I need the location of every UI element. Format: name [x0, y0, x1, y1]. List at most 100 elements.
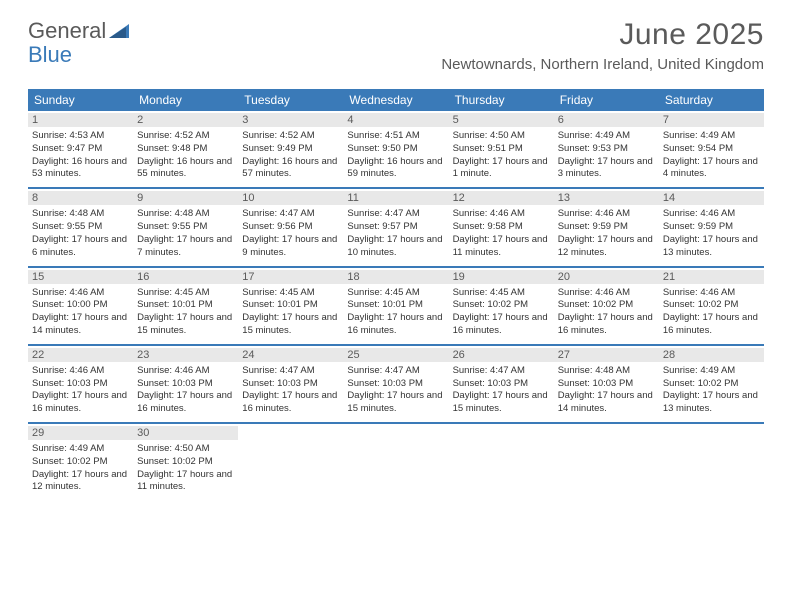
day-number: 12 [449, 191, 554, 205]
daylight-line: Daylight: 17 hours and 4 minutes. [663, 156, 760, 182]
calendar-cell [659, 424, 764, 500]
sunset-line: Sunset: 9:50 PM [347, 143, 444, 156]
daylight-line: Daylight: 17 hours and 12 minutes. [558, 234, 655, 260]
calendar-cell: 6Sunrise: 4:49 AMSunset: 9:53 PMDaylight… [554, 111, 659, 187]
calendar-cell: 14Sunrise: 4:46 AMSunset: 9:59 PMDayligh… [659, 189, 764, 265]
daylight-line: Daylight: 17 hours and 14 minutes. [558, 390, 655, 416]
daylight-line: Daylight: 17 hours and 14 minutes. [32, 312, 129, 338]
day-number: 10 [238, 191, 343, 205]
weeks-container: 1Sunrise: 4:53 AMSunset: 9:47 PMDaylight… [28, 111, 764, 500]
sunrise-line: Sunrise: 4:48 AM [137, 208, 234, 221]
sunrise-line: Sunrise: 4:45 AM [137, 287, 234, 300]
sunrise-line: Sunrise: 4:50 AM [137, 443, 234, 456]
calendar-cell: 22Sunrise: 4:46 AMSunset: 10:03 PMDaylig… [28, 346, 133, 422]
day-number: 16 [133, 270, 238, 284]
daylight-line: Daylight: 17 hours and 7 minutes. [137, 234, 234, 260]
sunset-line: Sunset: 10:03 PM [32, 378, 129, 391]
day-header-mon: Monday [133, 89, 238, 111]
sunset-line: Sunset: 10:02 PM [137, 456, 234, 469]
daylight-line: Daylight: 17 hours and 10 minutes. [347, 234, 444, 260]
sunrise-line: Sunrise: 4:47 AM [242, 208, 339, 221]
sunset-line: Sunset: 10:01 PM [137, 299, 234, 312]
day-number: 20 [554, 270, 659, 284]
sunrise-line: Sunrise: 4:47 AM [347, 208, 444, 221]
daylight-line: Daylight: 17 hours and 15 minutes. [242, 312, 339, 338]
day-number: 9 [133, 191, 238, 205]
daylight-line: Daylight: 17 hours and 9 minutes. [242, 234, 339, 260]
sunset-line: Sunset: 10:03 PM [242, 378, 339, 391]
day-number: 3 [238, 113, 343, 127]
day-number: 21 [659, 270, 764, 284]
sunset-line: Sunset: 9:58 PM [453, 221, 550, 234]
calendar-cell [449, 424, 554, 500]
daylight-line: Daylight: 16 hours and 55 minutes. [137, 156, 234, 182]
sunset-line: Sunset: 9:59 PM [558, 221, 655, 234]
sunrise-line: Sunrise: 4:47 AM [242, 365, 339, 378]
week-row: 29Sunrise: 4:49 AMSunset: 10:02 PMDaylig… [28, 424, 764, 500]
day-number: 30 [133, 426, 238, 440]
calendar-cell: 29Sunrise: 4:49 AMSunset: 10:02 PMDaylig… [28, 424, 133, 500]
daylight-line: Daylight: 17 hours and 16 minutes. [453, 312, 550, 338]
calendar-cell: 15Sunrise: 4:46 AMSunset: 10:00 PMDaylig… [28, 268, 133, 344]
sunrise-line: Sunrise: 4:48 AM [32, 208, 129, 221]
calendar-cell: 21 Sunrise: 4:46 AMSunset: 10:02 PMDaylig… [659, 268, 764, 344]
daylight-line: Daylight: 17 hours and 13 minutes. [663, 390, 760, 416]
sunset-line: Sunset: 9:55 PM [32, 221, 129, 234]
daylight-line: Daylight: 17 hours and 12 minutes. [32, 469, 129, 495]
sunset-line: Sunset: 10:01 PM [347, 299, 444, 312]
daylight-line: Daylight: 17 hours and 11 minutes. [137, 469, 234, 495]
sunrise-line: Sunrise: 4:48 AM [558, 365, 655, 378]
sunrise-line: Sunrise: 4:52 AM [242, 130, 339, 143]
calendar-cell: 2Sunrise: 4:52 AMSunset: 9:48 PMDaylight… [133, 111, 238, 187]
daylight-line: Daylight: 17 hours and 15 minutes. [137, 312, 234, 338]
week-row: 8Sunrise: 4:48 AMSunset: 9:55 PMDaylight… [28, 189, 764, 267]
sunset-line: Sunset: 10:02 PM [663, 299, 760, 312]
sunrise-line: Sunrise: 4:45 AM [242, 287, 339, 300]
day-number: 26 [449, 348, 554, 362]
day-number: 27 [554, 348, 659, 362]
week-row: 1Sunrise: 4:53 AMSunset: 9:47 PMDaylight… [28, 111, 764, 189]
sunset-line: Sunset: 9:49 PM [242, 143, 339, 156]
day-number: 1 [28, 113, 133, 127]
sunset-line: Sunset: 9:53 PM [558, 143, 655, 156]
sunrise-line: Sunrise: 4:53 AM [32, 130, 129, 143]
day-number: 8 [28, 191, 133, 205]
sunrise-line: Sunrise: 4:52 AM [137, 130, 234, 143]
calendar-cell: 10Sunrise: 4:47 AMSunset: 9:56 PMDayligh… [238, 189, 343, 265]
daylight-line: Daylight: 16 hours and 59 minutes. [347, 156, 444, 182]
logo: General [28, 18, 129, 44]
calendar-cell [343, 424, 448, 500]
day-header-sun: Sunday [28, 89, 133, 111]
daylight-line: Daylight: 17 hours and 16 minutes. [663, 312, 760, 338]
day-header-thu: Thursday [449, 89, 554, 111]
day-number: 15 [28, 270, 133, 284]
sunrise-line: Sunrise: 4:47 AM [347, 365, 444, 378]
calendar-cell: 1Sunrise: 4:53 AMSunset: 9:47 PMDaylight… [28, 111, 133, 187]
calendar-cell: 12Sunrise: 4:46 AMSunset: 9:58 PMDayligh… [449, 189, 554, 265]
calendar-cell: 18Sunrise: 4:45 AMSunset: 10:01 PMDaylig… [343, 268, 448, 344]
logo-text-2: Blue [28, 42, 72, 68]
daylight-line: Daylight: 17 hours and 16 minutes. [242, 390, 339, 416]
sunset-line: Sunset: 10:01 PM [242, 299, 339, 312]
day-number: 17 [238, 270, 343, 284]
day-number: 22 [28, 348, 133, 362]
sunset-line: Sunset: 10:03 PM [453, 378, 550, 391]
logo-triangle-icon [109, 24, 129, 38]
day-number: 18 [343, 270, 448, 284]
sunrise-line: Sunrise: 4:51 AM [347, 130, 444, 143]
sunrise-line: Sunrise: 4:46 AM [663, 287, 760, 300]
calendar-cell: 23Sunrise: 4:46 AMSunset: 10:03 PMDaylig… [133, 346, 238, 422]
daylight-line: Daylight: 17 hours and 11 minutes. [453, 234, 550, 260]
daylight-line: Daylight: 17 hours and 6 minutes. [32, 234, 129, 260]
location-text: Newtownards, Northern Ireland, United Ki… [441, 56, 764, 73]
day-number: 2 [133, 113, 238, 127]
calendar-cell [238, 424, 343, 500]
sunset-line: Sunset: 10:02 PM [32, 456, 129, 469]
day-header-sat: Saturday [659, 89, 764, 111]
sunset-line: Sunset: 10:00 PM [32, 299, 129, 312]
calendar-cell: 26Sunrise: 4:47 AMSunset: 10:03 PMDaylig… [449, 346, 554, 422]
day-number: 7 [659, 113, 764, 127]
sunset-line: Sunset: 9:59 PM [663, 221, 760, 234]
calendar-cell: 25Sunrise: 4:47 AMSunset: 10:03 PMDaylig… [343, 346, 448, 422]
week-row: 22Sunrise: 4:46 AMSunset: 10:03 PMDaylig… [28, 346, 764, 424]
